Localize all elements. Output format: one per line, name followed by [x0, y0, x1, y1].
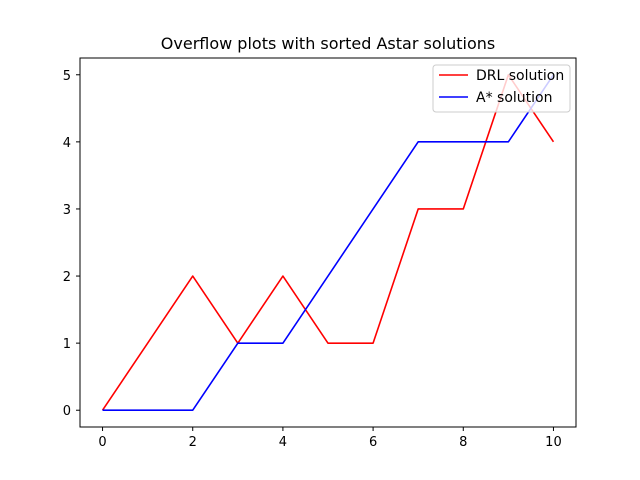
legend-box: [432, 64, 571, 113]
y-tick-label: 1: [63, 337, 71, 352]
series-line-astar: [102, 74, 555, 412]
x-tick-label: 8: [459, 435, 467, 450]
x-tick-label: 4: [279, 435, 287, 450]
x-axis: 0 2 4 6 8 10: [98, 427, 562, 450]
y-axis: 0 1 2 3 4 5: [63, 69, 80, 419]
y-tick-label: 3: [63, 203, 71, 218]
legend: DRL solution A* solution: [432, 64, 571, 113]
x-tick-label: 6: [369, 435, 377, 450]
chart-title: Overflow plots with sorted Astar solutio…: [161, 34, 495, 53]
y-tick-label: 4: [63, 136, 71, 151]
y-tick-label: 2: [63, 270, 71, 285]
y-tick-label: 0: [63, 404, 71, 419]
x-tick-label: 0: [98, 435, 106, 450]
y-tick-label: 5: [63, 69, 71, 84]
series-line-drl: [101, 73, 555, 411]
plot-area-frame: [79, 57, 577, 428]
legend-label-astar: A* solution: [476, 90, 552, 106]
legend-label-drl: DRL solution: [476, 68, 564, 84]
x-tick-label: 2: [189, 435, 197, 450]
series-layer: [101, 73, 555, 412]
x-tick-label: 10: [545, 435, 562, 450]
